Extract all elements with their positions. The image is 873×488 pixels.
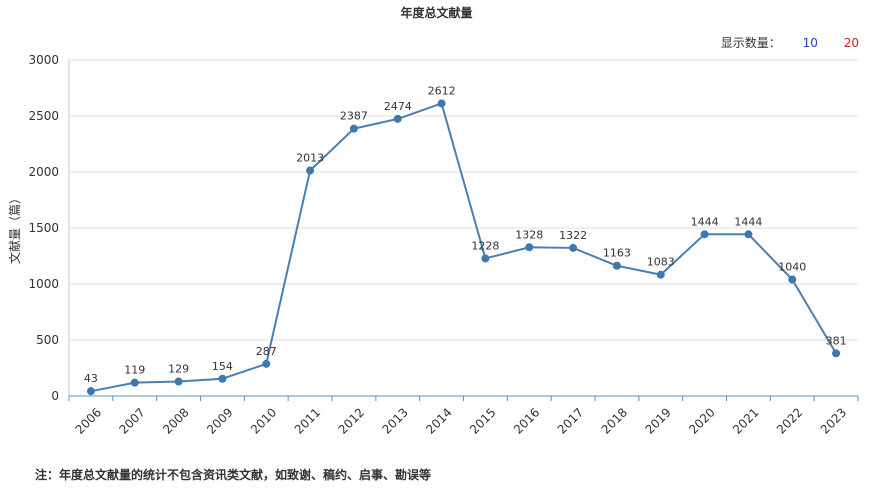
x-tick-label: 2017 bbox=[555, 405, 586, 436]
x-tick-label: 2021 bbox=[730, 405, 761, 436]
data-label: 2474 bbox=[384, 100, 412, 113]
data-point bbox=[174, 377, 183, 386]
series-line bbox=[90, 102, 837, 393]
x-tick-label: 2023 bbox=[818, 405, 849, 436]
data-point bbox=[788, 275, 797, 284]
x-tick-label: 2011 bbox=[292, 405, 323, 436]
data-label: 287 bbox=[256, 345, 277, 358]
data-point bbox=[569, 243, 578, 252]
data-label: 381 bbox=[826, 334, 847, 347]
chart-title: 年度总文献量 bbox=[400, 6, 473, 20]
data-point bbox=[218, 374, 227, 383]
data-label: 1328 bbox=[515, 228, 543, 241]
x-tick-label: 2015 bbox=[467, 405, 498, 436]
data-label: 1322 bbox=[559, 229, 587, 242]
x-tick-label: 2019 bbox=[642, 405, 673, 436]
y-tick-label: 500 bbox=[36, 333, 59, 347]
data-point bbox=[481, 254, 490, 263]
data-label: 1444 bbox=[734, 215, 762, 228]
data-point bbox=[306, 166, 315, 175]
x-tick-label: 2012 bbox=[336, 405, 367, 436]
x-tick-label: 2009 bbox=[204, 405, 235, 436]
display-count-option-20[interactable]: 20 bbox=[843, 36, 859, 50]
x-tick-label: 2022 bbox=[774, 405, 805, 436]
data-label: 119 bbox=[124, 364, 145, 377]
data-label: 2612 bbox=[428, 84, 456, 97]
x-tick-label: 2007 bbox=[116, 405, 147, 436]
data-point bbox=[437, 99, 446, 108]
data-label: 2387 bbox=[340, 110, 368, 123]
x-tick-label: 2006 bbox=[73, 405, 104, 436]
data-point bbox=[525, 243, 534, 252]
data-label: 1163 bbox=[603, 247, 631, 260]
y-tick-label: 0 bbox=[51, 389, 59, 403]
data-point bbox=[700, 230, 709, 239]
display-count-option-10[interactable]: 10 bbox=[802, 36, 818, 50]
data-label: 1228 bbox=[471, 239, 499, 252]
data-point bbox=[656, 270, 665, 279]
data-point bbox=[86, 387, 95, 396]
data-point bbox=[130, 378, 139, 387]
data-label: 1083 bbox=[647, 256, 675, 269]
display-count-control: 显示数量： 10 20 bbox=[721, 34, 859, 51]
data-label: 129 bbox=[168, 363, 189, 376]
data-point bbox=[262, 359, 271, 368]
data-point bbox=[744, 230, 753, 239]
data-point bbox=[612, 261, 621, 270]
data-label: 1444 bbox=[691, 215, 719, 228]
x-tick-label: 2020 bbox=[686, 405, 717, 436]
data-label: 1040 bbox=[778, 261, 806, 274]
x-tick-label: 2016 bbox=[511, 405, 542, 436]
data-label: 43 bbox=[84, 372, 98, 385]
x-tick-label: 2018 bbox=[599, 405, 630, 436]
data-point bbox=[393, 114, 402, 123]
y-tick-label: 2500 bbox=[28, 109, 59, 123]
y-axis-label: 文献量（篇） bbox=[7, 192, 22, 264]
y-tick-label: 1500 bbox=[28, 221, 59, 235]
data-point bbox=[349, 124, 358, 133]
x-tick-label: 2008 bbox=[160, 405, 191, 436]
x-tick-label: 2013 bbox=[379, 405, 410, 436]
y-tick-label: 3000 bbox=[28, 53, 59, 67]
data-point bbox=[832, 349, 841, 358]
footnote: 注：年度总文献量的统计不包含资讯类文献，如致谢、稿约、启事、勘误等 bbox=[35, 468, 432, 482]
x-tick-label: 2010 bbox=[248, 405, 279, 436]
y-tick-label: 2000 bbox=[28, 165, 59, 179]
display-count-label: 显示数量： bbox=[720, 36, 781, 50]
data-label: 154 bbox=[212, 360, 233, 373]
data-label: 2013 bbox=[296, 152, 324, 165]
y-tick-label: 1000 bbox=[28, 277, 59, 291]
x-tick-label: 2014 bbox=[423, 405, 454, 436]
